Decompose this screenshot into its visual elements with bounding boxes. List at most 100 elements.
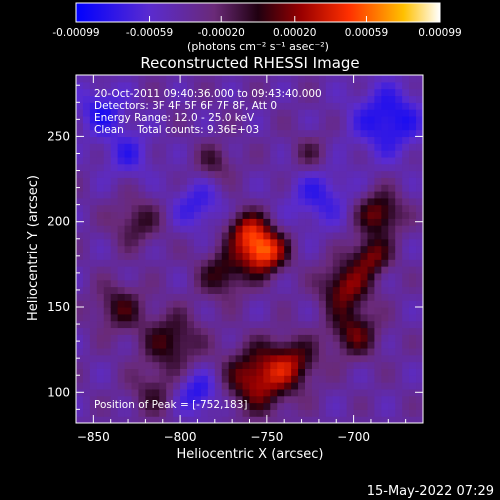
heatmap-cell [166, 81, 174, 90]
heatmap-cell [305, 238, 313, 247]
heatmap-cell [221, 368, 230, 376]
heatmap-cell [249, 204, 258, 213]
heatmap-cell [117, 252, 126, 260]
heatmap-cell [367, 136, 376, 144]
heatmap-cell [152, 354, 160, 363]
heatmap-cell [138, 361, 146, 370]
heatmap-cell [89, 95, 98, 103]
heatmap-cell [409, 211, 417, 219]
heatmap-cell [395, 388, 403, 397]
heatmap-cell [409, 245, 417, 254]
heatmap-cell [110, 409, 119, 417]
heatmap-cell [291, 204, 299, 213]
heatmap-cell [214, 150, 223, 158]
heatmap-cell [103, 129, 112, 138]
heatmap-cell [388, 129, 396, 138]
heatmap-cell [325, 129, 334, 138]
heatmap-cell [416, 313, 423, 322]
heatmap-cell [249, 156, 258, 165]
heatmap-cell [284, 395, 292, 404]
heatmap-cell [159, 286, 167, 294]
heatmap-cell [291, 341, 299, 349]
heatmap-cell [193, 211, 202, 219]
heatmap-cell [187, 150, 195, 158]
heatmap-cell [395, 300, 403, 308]
heatmap-cell [360, 211, 369, 219]
heatmap-cell [138, 286, 146, 294]
heatmap-cell [200, 347, 209, 356]
heatmap-cell [249, 354, 258, 363]
heatmap-cell [138, 163, 146, 172]
heatmap-cell [284, 272, 292, 281]
heatmap-cell [138, 395, 146, 404]
heatmap-cell [270, 334, 278, 342]
heatmap-cell [242, 102, 251, 110]
heatmap-cell [298, 245, 306, 254]
heatmap-cell [388, 143, 396, 151]
heatmap-cell [76, 95, 84, 103]
heatmap-cell [221, 300, 230, 308]
heatmap-cell [152, 177, 160, 185]
heatmap-cell [325, 218, 334, 226]
heatmap-cell [103, 320, 112, 329]
heatmap-cell [409, 75, 417, 83]
heatmap-cell [395, 88, 403, 97]
heatmap-cell [381, 272, 389, 281]
heatmap-cell [82, 293, 91, 301]
heatmap-cell [374, 286, 382, 294]
heatmap-cell [284, 252, 292, 260]
heatmap-cell [277, 231, 285, 240]
heatmap-cell [138, 313, 146, 322]
heatmap-cell [360, 231, 369, 240]
heatmap-cell [166, 382, 174, 390]
heatmap-cell [367, 211, 376, 219]
heatmap-cell [332, 388, 341, 397]
heatmap-cell [367, 115, 376, 124]
heatmap-cell [110, 361, 119, 370]
heatmap-cell [152, 122, 160, 131]
heatmap-cell [256, 231, 264, 240]
heatmap-cell [159, 320, 167, 329]
heatmap-cell [228, 334, 237, 342]
heatmap-cell [145, 341, 153, 349]
heatmap-cell [166, 300, 174, 308]
heatmap-cell [284, 334, 292, 342]
heatmap-cell [124, 354, 133, 363]
heatmap-cell [228, 252, 237, 260]
heatmap-cell [117, 163, 126, 172]
heatmap-cell [131, 170, 140, 178]
heatmap-cell [318, 300, 327, 308]
heatmap-cell [374, 313, 382, 322]
heatmap-cell [249, 341, 258, 349]
heatmap-cell [235, 341, 244, 349]
heatmap-cell [166, 286, 174, 294]
heatmap-cell [263, 231, 271, 240]
heatmap-cell [76, 327, 84, 335]
heatmap-cell [117, 170, 126, 178]
heatmap-cell [82, 204, 91, 213]
heatmap-cell [318, 416, 327, 423]
heatmap-cell [388, 81, 396, 90]
heatmap-cell [228, 75, 237, 83]
heatmap-cell [117, 122, 126, 131]
heatmap-cell [214, 115, 223, 124]
heatmap-cell [207, 156, 216, 165]
heatmap-cell [346, 341, 355, 349]
heatmap-cell [332, 163, 341, 172]
heatmap-cell [318, 279, 327, 288]
heatmap-cell [249, 170, 258, 178]
heatmap-cell [311, 122, 320, 131]
heatmap-cell [409, 266, 417, 274]
heatmap-cell [221, 307, 230, 315]
heatmap-cell [416, 136, 423, 144]
heatmap-cell [117, 361, 126, 370]
heatmap-cell [187, 109, 195, 117]
heatmap-cell [249, 279, 258, 288]
heatmap-cell [332, 245, 341, 254]
heatmap-cell [416, 402, 423, 410]
heatmap-cell [235, 293, 244, 301]
heatmap-cell [152, 95, 160, 103]
heatmap-cell [82, 300, 91, 308]
heatmap-cell [270, 177, 278, 185]
heatmap-cell [256, 177, 264, 185]
